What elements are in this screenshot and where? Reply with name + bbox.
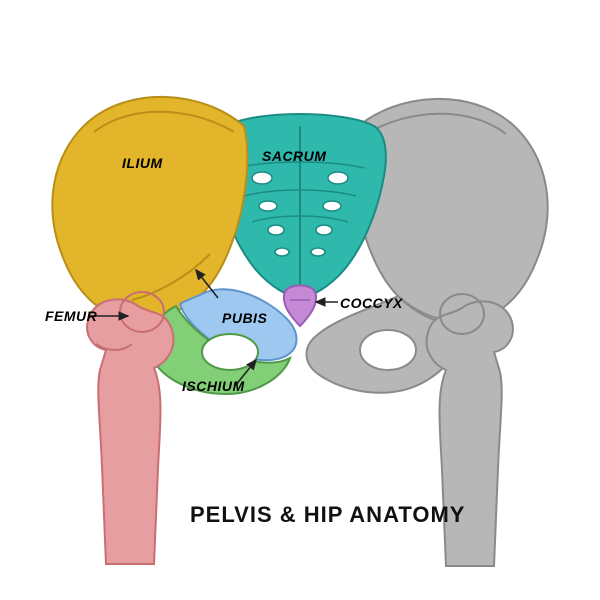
ilium-shape: [52, 97, 247, 320]
ghost-foramen: [360, 330, 416, 370]
ghost-ilium: [353, 99, 548, 322]
femur-shape: [87, 299, 173, 564]
diagram-title: PELVIS & HIP ANATOMY: [190, 502, 465, 528]
anatomy-diagram: ILIUM SACRUM PUBIS COCCYX ISCHIUM FEMUR …: [0, 0, 600, 600]
left-foramen: [202, 334, 258, 370]
